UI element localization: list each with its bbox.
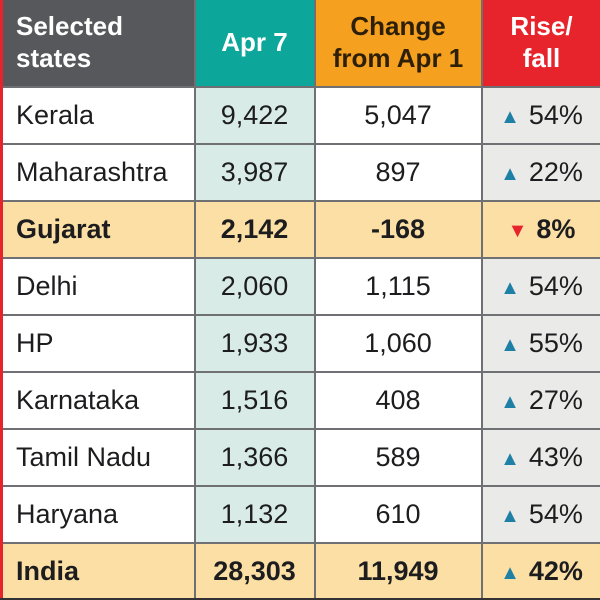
change-value-cell: 11,949 [313,542,483,600]
change-value-cell: 1,115 [313,257,483,316]
trend-up-icon: ▲ [500,448,520,470]
rise-fall-cell: ▼ 8% [480,200,600,259]
state-name-cell: Tamil Nadu [1,428,196,487]
header-rise-fall: Rise/ fall [480,0,600,88]
state-name-cell: Karnataka [1,371,196,430]
apr7-value-cell: 1,366 [193,428,316,487]
rise-fall-cell: ▲ 43% [480,428,600,487]
state-name-cell: Delhi [1,257,196,316]
apr7-value-cell: 1,132 [193,485,316,544]
apr7-value-cell: 1,516 [193,371,316,430]
change-value-cell: 5,047 [313,86,483,145]
apr7-value-cell: 9,422 [193,86,316,145]
rise-fall-cell: ▲ 42% [480,542,600,600]
table-row-gujarat-highlighted: Gujarat 2,142 -168 ▼ 8% [1,200,600,259]
change-value-cell: -168 [313,200,483,259]
apr7-value-cell: 1,933 [193,314,316,373]
change-value-cell: 589 [313,428,483,487]
trend-up-icon: ▲ [500,561,520,584]
percent-value: 27% [528,385,583,415]
rise-fall-cell: ▲ 22% [480,143,600,202]
change-value-cell: 408 [313,371,483,430]
trend-up-icon: ▲ [500,391,520,413]
state-name-cell: HP [1,314,196,373]
trend-up-icon: ▲ [500,334,520,356]
percent-value: 8% [536,214,576,244]
apr7-value-cell: 3,987 [193,143,316,202]
percent-value: 43% [528,442,583,472]
percent-value: 42% [528,555,583,586]
state-name-cell: Haryana [1,485,196,544]
trend-up-icon: ▲ [500,277,520,299]
change-value-cell: 1,060 [313,314,483,373]
trend-up-icon: ▲ [500,505,520,527]
rise-fall-cell: ▲ 27% [480,371,600,430]
percent-value: 54% [528,271,583,301]
table-row-karnataka: Karnataka 1,516 408 ▲ 27% [1,371,600,430]
change-value-cell: 610 [313,485,483,544]
table-row-tamil-nadu: Tamil Nadu 1,366 589 ▲ 43% [1,428,600,487]
table-row-maharashtra: Maharashtra 3,987 897 ▲ 22% [1,143,600,202]
percent-value: 54% [528,499,583,529]
state-name-cell: Kerala [1,86,196,145]
trend-up-icon: ▲ [500,163,520,185]
header-selected-states: Selected states [1,0,196,88]
rise-fall-cell: ▲ 54% [480,86,600,145]
state-name-cell: Maharashtra [1,143,196,202]
trend-up-icon: ▲ [500,106,520,128]
table-row-kerala: Kerala 9,422 5,047 ▲ 54% [1,86,600,145]
state-name-cell: Gujarat [1,200,196,259]
table-row-hp: HP 1,933 1,060 ▲ 55% [1,314,600,373]
rise-fall-cell: ▲ 55% [480,314,600,373]
percent-value: 22% [528,157,583,187]
header-apr7: Apr 7 [193,0,316,88]
rise-fall-cell: ▲ 54% [480,485,600,544]
header-change-from-apr1: Change from Apr 1 [313,0,483,88]
percent-value: 55% [528,328,583,358]
table-row-delhi: Delhi 2,060 1,115 ▲ 54% [1,257,600,316]
table-row-haryana: Haryana 1,132 610 ▲ 54% [1,485,600,544]
percent-value: 54% [528,100,583,130]
apr7-value-cell: 28,303 [193,542,316,600]
table-header: Selected states Apr 7 Change from Apr 1 … [1,0,600,88]
state-name-cell: India [1,542,196,600]
trend-down-icon: ▼ [507,220,528,242]
change-value-cell: 897 [313,143,483,202]
apr7-value-cell: 2,142 [193,200,316,259]
table-body: Kerala 9,422 5,047 ▲ 54% Maharashtra 3,98… [1,86,600,600]
rise-fall-cell: ▲ 54% [480,257,600,316]
table-row-india-highlighted: India 28,303 11,949 ▲ 42% [1,542,600,600]
header-row: Selected states Apr 7 Change from Apr 1 … [1,0,600,88]
apr7-value-cell: 2,060 [193,257,316,316]
